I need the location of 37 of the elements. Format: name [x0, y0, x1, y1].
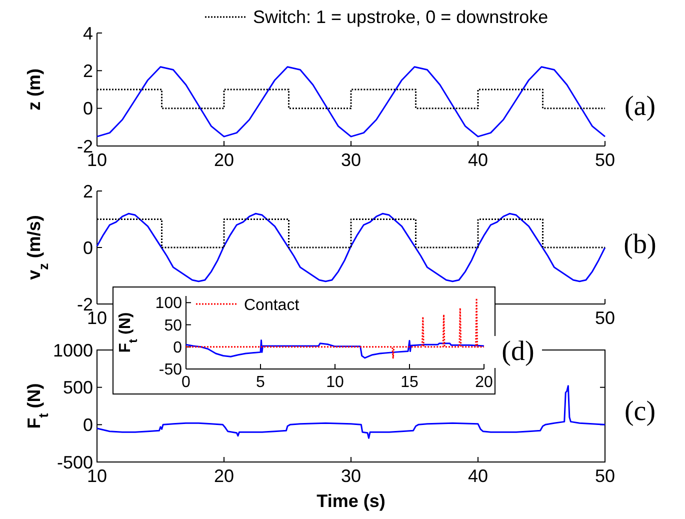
y-axis-title: z (m)	[24, 68, 44, 110]
legend-label: Contact	[244, 297, 300, 314]
x-tick-label: 10	[86, 150, 108, 170]
x-tick-label: 15	[400, 374, 418, 391]
line-series	[185, 339, 485, 359]
y-tick-label: 1000	[52, 340, 93, 360]
y-tick-label: -50	[158, 362, 182, 379]
x-tick-label: 10	[86, 308, 108, 328]
x-tick-label: 40	[468, 150, 488, 170]
x-tick-label: 5	[256, 374, 266, 391]
y-tick-label: 4	[82, 23, 93, 44]
text: (c)	[624, 396, 656, 427]
x-tick-label: 30	[340, 466, 362, 486]
legend-label: Switch: 1 = upstroke, 0 = downstroke	[253, 7, 548, 27]
x-axis-title: Time (s)	[316, 491, 386, 511]
x-tick-label: 30	[340, 150, 362, 170]
x-tick-label: 10	[326, 374, 344, 391]
x-tick-label: 20	[214, 150, 234, 170]
x-tick-label: 40	[468, 466, 488, 486]
x-tick-label: 20	[475, 374, 493, 391]
y-tick-label: 0	[82, 414, 93, 435]
y-tick-label: 2	[82, 60, 93, 81]
text: (a)	[624, 91, 656, 122]
line-series	[96, 212, 606, 282]
x-tick-label: 20	[214, 466, 234, 486]
y-tick-label: 0	[173, 339, 182, 356]
y-tick-label: 0	[82, 238, 93, 258]
annotation: (d)	[502, 336, 534, 367]
y-tick-label: 2	[82, 181, 93, 202]
x-tick-label: 50	[594, 466, 616, 486]
y-tick-label: 500	[62, 378, 93, 398]
y-tick-label: 0	[82, 98, 93, 119]
y-tick-label: 100	[155, 295, 182, 312]
x-tick-label: 50	[594, 150, 616, 170]
line-series	[185, 297, 485, 359]
line-series	[96, 66, 606, 138]
text: (b)	[624, 229, 656, 260]
